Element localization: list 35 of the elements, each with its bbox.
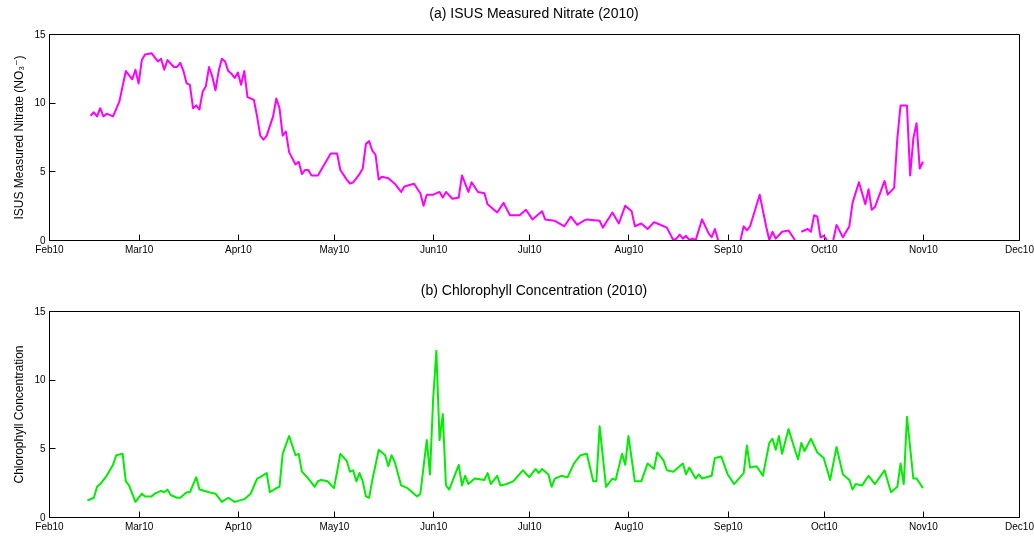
- x-tick-label: Sep10: [713, 520, 744, 532]
- x-tick-label: Nov10: [909, 520, 939, 532]
- x-tick-label: Feb10: [35, 520, 65, 532]
- x-tick-label: Apr10: [225, 243, 253, 255]
- chart-title: (a) ISUS Measured Nitrate (2010): [429, 5, 639, 21]
- y-axis-title: ISUS Measured Nitrate (NO₃⁻): [12, 55, 27, 220]
- x-tick-label: Mar10: [124, 520, 154, 532]
- x-tick-label: Apr10: [225, 520, 253, 532]
- x-tick-label: Dec10: [1005, 243, 1034, 255]
- y-tick-label: 5: [39, 165, 46, 177]
- x-tick-label: Mar10: [124, 243, 154, 255]
- x-tick-label: May10: [319, 520, 350, 532]
- line-series: [86, 349, 924, 503]
- x-tick-label: Feb10: [35, 243, 65, 255]
- y-tick-label: 5: [39, 442, 46, 454]
- x-tick-label: Oct10: [810, 520, 838, 532]
- x-tick-label: May10: [319, 243, 350, 255]
- x-tick-label: Aug10: [614, 243, 644, 255]
- y-axis-title: Chlorophyll Concentration: [12, 345, 27, 484]
- y-tick-label: 15: [34, 305, 46, 317]
- y-tick-label: 10: [34, 97, 46, 109]
- x-tick-label: Aug10: [614, 520, 644, 532]
- x-tick-label: Jul10: [517, 520, 543, 532]
- x-tick-label: Nov10: [909, 243, 939, 255]
- chart-title: (b) Chlorophyll Concentration (2010): [420, 282, 648, 298]
- x-tick-label: Jun10: [420, 243, 448, 255]
- y-tick-label: 0: [39, 511, 46, 523]
- x-tick-label: Oct10: [810, 243, 838, 255]
- y-tick-label: 15: [34, 28, 46, 40]
- y-tick-label: 0: [39, 234, 46, 246]
- x-tick-label: Jun10: [420, 520, 448, 532]
- y-tick-label: 10: [34, 374, 46, 386]
- x-tick-label: Jul10: [517, 243, 543, 255]
- x-tick-label: Dec10: [1005, 520, 1034, 532]
- x-tick-label: Sep10: [713, 243, 744, 255]
